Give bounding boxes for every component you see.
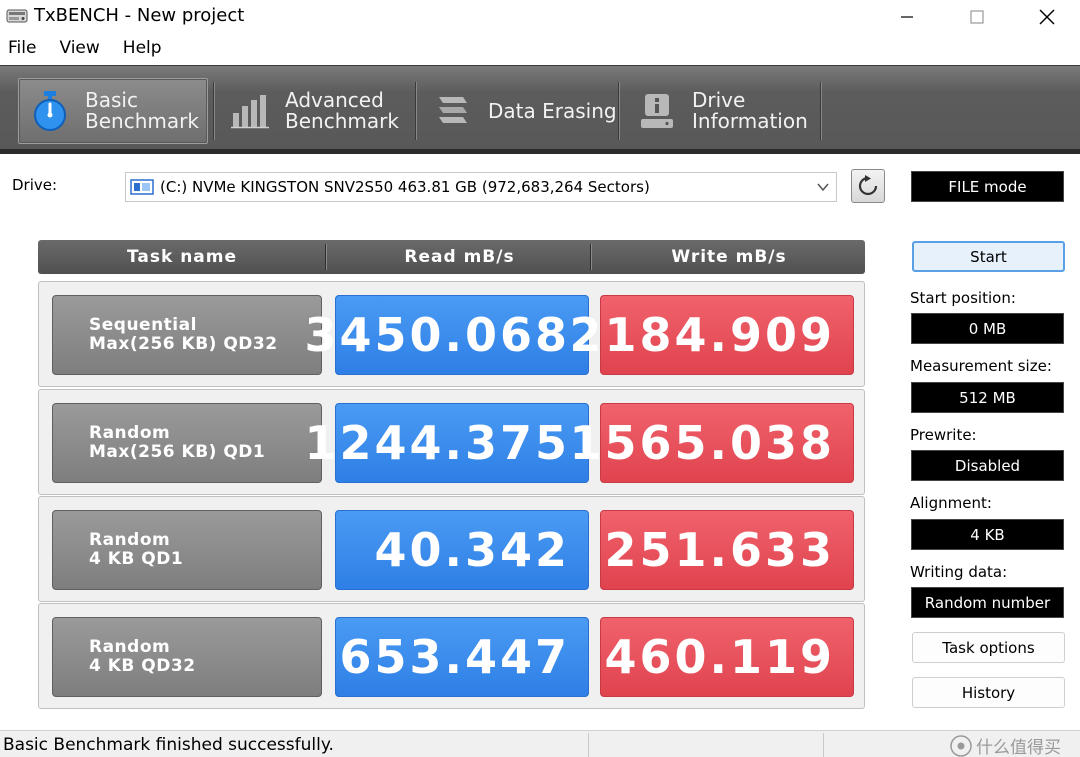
drive-icon	[130, 179, 154, 195]
eraser-icon	[432, 90, 474, 132]
menu-help[interactable]: Help	[122, 38, 162, 58]
close-button[interactable]	[1012, 0, 1080, 34]
toolbar-bottom-border	[0, 149, 1080, 154]
status-text: Basic Benchmark finished successfully.	[3, 735, 334, 755]
menu-bar: File View Help	[0, 36, 1080, 64]
toolbar-divider	[618, 82, 620, 140]
read-value: 653.447	[335, 617, 589, 697]
prewrite-field[interactable]: Disabled	[911, 450, 1064, 481]
task-options-button[interactable]: Task options	[912, 632, 1065, 663]
read-value: 40.342	[335, 510, 589, 590]
start-position-field[interactable]: 0 MB	[911, 313, 1064, 344]
window-title: TxBENCH - New project	[34, 5, 245, 26]
maximize-button[interactable]	[942, 0, 1012, 34]
alignment-label: Alignment:	[910, 494, 992, 512]
results-table-header: Task name Read mB/s Write mB/s	[38, 240, 865, 274]
writing-data-label: Writing data:	[910, 563, 1008, 581]
tab-basic-benchmark[interactable]: Basic Benchmark	[18, 78, 208, 144]
task-button[interactable]: Random 4 KB QD32	[52, 617, 322, 697]
tab-label: Advanced Benchmark	[285, 88, 399, 133]
drive-info-icon	[636, 90, 678, 132]
header-divider	[325, 244, 327, 270]
task-line1: Random	[89, 637, 171, 657]
header-read: Read mB/s	[404, 247, 515, 267]
watermark-text: 什么值得买	[976, 738, 1061, 757]
status-bar: Basic Benchmark finished successfully. 什…	[0, 730, 1080, 757]
header-divider	[590, 244, 592, 270]
title-bar: TxBENCH - New project	[0, 0, 1080, 34]
task-button[interactable]: Sequential Max(256 KB) QD32	[52, 295, 322, 375]
task-line2: 4 KB QD1	[89, 549, 184, 569]
status-divider	[823, 733, 824, 757]
tab-label: Data Erasing	[488, 98, 617, 123]
toolbar-divider	[213, 82, 215, 140]
watermark: 什么值得买	[950, 733, 1061, 757]
chevron-down-icon	[817, 183, 829, 192]
start-button[interactable]: Start	[912, 241, 1065, 272]
task-line1: Random	[89, 530, 171, 550]
task-line1: Sequential	[89, 315, 197, 335]
task-line1: Random	[89, 423, 171, 443]
task-button[interactable]: Random 4 KB QD1	[52, 510, 322, 590]
tab-label: Basic Benchmark	[85, 88, 199, 133]
start-position-label: Start position:	[910, 289, 1016, 307]
header-write: Write mB/s	[671, 247, 787, 267]
read-value: 3450.068	[304, 295, 589, 375]
write-value: 251.633	[600, 510, 854, 590]
drive-select[interactable]: (C:) NVMe KINGSTON SNV2S50 463.81 GB (97…	[125, 172, 837, 202]
alignment-field[interactable]: 4 KB	[911, 519, 1064, 550]
tab-data-erasing[interactable]: Data Erasing	[428, 78, 618, 144]
measurement-size-label: Measurement size:	[910, 357, 1052, 375]
tab-drive-information[interactable]: Drive Information	[632, 78, 822, 144]
drive-label: Drive:	[12, 176, 58, 194]
refresh-icon	[858, 175, 878, 196]
bar-chart-icon	[229, 90, 271, 132]
refresh-button[interactable]	[851, 169, 885, 203]
menu-file[interactable]: File	[8, 38, 37, 58]
measurement-size-field[interactable]: 512 MB	[911, 382, 1064, 413]
result-row-random-qd1: Random Max(256 KB) QD1 1244.375 1565.038	[38, 389, 865, 495]
mode-indicator: FILE mode	[911, 171, 1064, 202]
stopwatch-icon	[29, 90, 71, 132]
toolbar: Basic Benchmark Advanced Benchmark Data …	[0, 65, 1080, 153]
watermark-logo-icon	[950, 734, 972, 757]
writing-data-field[interactable]: Random number	[911, 587, 1064, 618]
write-value: 2184.909	[569, 295, 854, 375]
result-row-random-4k-qd1: Random 4 KB QD1 40.342 251.633	[38, 496, 865, 602]
task-line2: Max(256 KB) QD32	[89, 334, 278, 354]
history-button[interactable]: History	[912, 677, 1065, 708]
toolbar-divider	[820, 82, 822, 140]
prewrite-label: Prewrite:	[910, 426, 977, 444]
task-line2: Max(256 KB) QD1	[89, 442, 266, 462]
write-value: 1565.038	[569, 403, 854, 483]
result-row-sequential-qd32: Sequential Max(256 KB) QD32 3450.068 218…	[38, 281, 865, 387]
header-task-name: Task name	[126, 247, 238, 267]
read-value: 1244.375	[304, 403, 589, 483]
result-row-random-4k-qd32: Random 4 KB QD32 653.447 460.119	[38, 603, 865, 709]
tab-advanced-benchmark[interactable]: Advanced Benchmark	[225, 78, 415, 144]
minimize-button[interactable]	[872, 0, 942, 34]
write-value: 460.119	[600, 617, 854, 697]
status-divider	[588, 733, 589, 757]
app-icon	[6, 6, 28, 26]
tab-label: Drive Information	[692, 88, 808, 133]
task-line2: 4 KB QD32	[89, 656, 196, 676]
toolbar-divider	[415, 82, 417, 140]
drive-value: (C:) NVMe KINGSTON SNV2S50 463.81 GB (97…	[160, 178, 650, 196]
task-button[interactable]: Random Max(256 KB) QD1	[52, 403, 322, 483]
menu-view[interactable]: View	[59, 38, 100, 58]
